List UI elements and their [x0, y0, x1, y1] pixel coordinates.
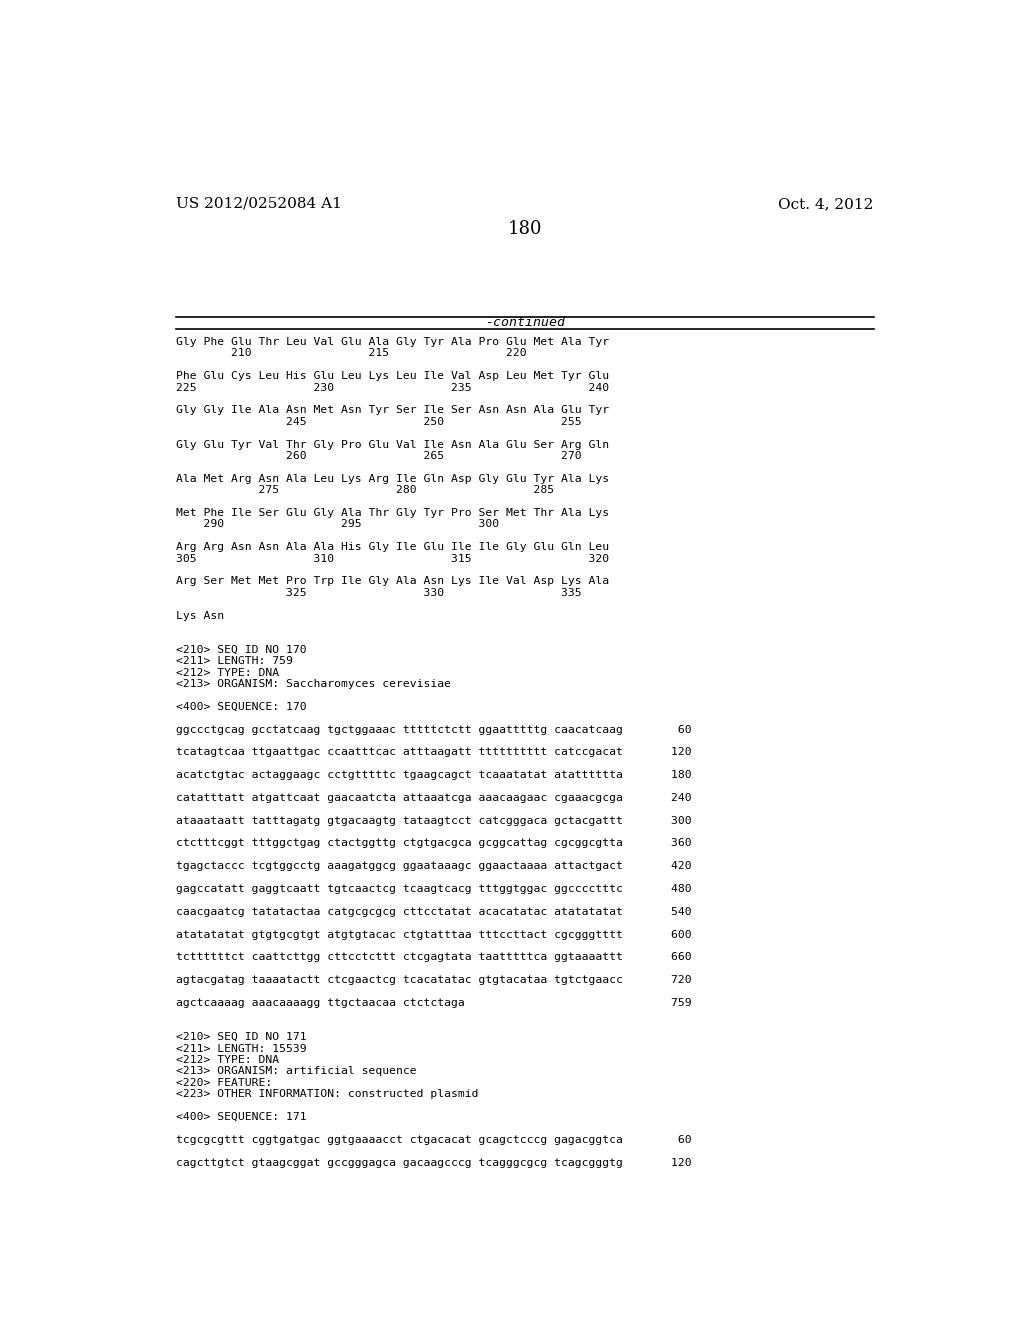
Text: tcttttttct caattcttgg cttcctcttt ctcgagtata taatttttca ggtaaaattt       660: tcttttttct caattcttgg cttcctcttt ctcgagt… — [176, 953, 691, 962]
Text: Gly Phe Glu Thr Leu Val Glu Ala Gly Tyr Ala Pro Glu Met Ala Tyr: Gly Phe Glu Thr Leu Val Glu Ala Gly Tyr … — [176, 337, 609, 347]
Text: gagccatatt gaggtcaatt tgtcaactcg tcaagtcacg tttggtggac ggcccctttc       480: gagccatatt gaggtcaatt tgtcaactcg tcaagtc… — [176, 884, 691, 894]
Text: Gly Glu Tyr Val Thr Gly Pro Glu Val Ile Asn Ala Glu Ser Arg Gln: Gly Glu Tyr Val Thr Gly Pro Glu Val Ile … — [176, 440, 609, 450]
Text: <211> LENGTH: 759: <211> LENGTH: 759 — [176, 656, 293, 667]
Text: Arg Ser Met Met Pro Trp Ile Gly Ala Asn Lys Ile Val Asp Lys Ala: Arg Ser Met Met Pro Trp Ile Gly Ala Asn … — [176, 577, 609, 586]
Text: tcgcgcgttt cggtgatgac ggtgaaaacct ctgacacat gcagctcccg gagacggtca        60: tcgcgcgttt cggtgatgac ggtgaaaacct ctgaca… — [176, 1135, 691, 1144]
Text: <220> FEATURE:: <220> FEATURE: — [176, 1077, 272, 1088]
Text: <213> ORGANISM: artificial sequence: <213> ORGANISM: artificial sequence — [176, 1067, 417, 1076]
Text: 245                 250                 255: 245 250 255 — [176, 417, 582, 426]
Text: <400> SEQUENCE: 170: <400> SEQUENCE: 170 — [176, 702, 306, 711]
Text: tcatagtcaa ttgaattgac ccaatttcac atttaagatt tttttttttt catccgacat       120: tcatagtcaa ttgaattgac ccaatttcac atttaag… — [176, 747, 691, 758]
Text: Lys Asn: Lys Asn — [176, 611, 224, 620]
Text: <212> TYPE: DNA: <212> TYPE: DNA — [176, 1055, 280, 1065]
Text: agtacgatag taaaatactt ctcgaactcg tcacatatac gtgtacataa tgtctgaacc       720: agtacgatag taaaatactt ctcgaactcg tcacata… — [176, 975, 691, 985]
Text: Phe Glu Cys Leu His Glu Leu Lys Leu Ile Val Asp Leu Met Tyr Glu: Phe Glu Cys Leu His Glu Leu Lys Leu Ile … — [176, 371, 609, 381]
Text: 290                 295                 300: 290 295 300 — [176, 519, 499, 529]
Text: 210                 215                 220: 210 215 220 — [176, 348, 526, 359]
Text: US 2012/0252084 A1: US 2012/0252084 A1 — [176, 197, 342, 211]
Text: Arg Arg Asn Asn Ala Ala His Gly Ile Glu Ile Ile Gly Glu Gln Leu: Arg Arg Asn Asn Ala Ala His Gly Ile Glu … — [176, 543, 609, 552]
Text: 225                 230                 235                 240: 225 230 235 240 — [176, 383, 609, 392]
Text: agctcaaaag aaacaaaagg ttgctaacaa ctctctaga                              759: agctcaaaag aaacaaaagg ttgctaacaa ctctcta… — [176, 998, 691, 1008]
Text: caacgaatcg tatatactaa catgcgcgcg cttcctatat acacatatac atatatatat       540: caacgaatcg tatatactaa catgcgcgcg cttccta… — [176, 907, 691, 917]
Text: ctctttcggt tttggctgag ctactggttg ctgtgacgca gcggcattag cgcggcgtta       360: ctctttcggt tttggctgag ctactggttg ctgtgac… — [176, 838, 691, 849]
Text: Ala Met Arg Asn Ala Leu Lys Arg Ile Gln Asp Gly Glu Tyr Ala Lys: Ala Met Arg Asn Ala Leu Lys Arg Ile Gln … — [176, 474, 609, 484]
Text: acatctgtac actaggaagc cctgtttttc tgaagcagct tcaaatatat atatttttta       180: acatctgtac actaggaagc cctgtttttc tgaagca… — [176, 770, 691, 780]
Text: atatatatat gtgtgcgtgt atgtgtacac ctgtatttaa tttccttact cgcgggtttt       600: atatatatat gtgtgcgtgt atgtgtacac ctgtatt… — [176, 929, 691, 940]
Text: <210> SEQ ID NO 171: <210> SEQ ID NO 171 — [176, 1032, 306, 1043]
Text: tgagctaccc tcgtggcctg aaagatggcg ggaataaagc ggaactaaaa attactgact       420: tgagctaccc tcgtggcctg aaagatggcg ggaataa… — [176, 861, 691, 871]
Text: -continued: -continued — [484, 317, 565, 329]
Text: Oct. 4, 2012: Oct. 4, 2012 — [778, 197, 873, 211]
Text: catatttatt atgattcaat gaacaatcta attaaatcga aaacaagaac cgaaacgcga       240: catatttatt atgattcaat gaacaatcta attaaat… — [176, 793, 691, 803]
Text: <223> OTHER INFORMATION: constructed plasmid: <223> OTHER INFORMATION: constructed pla… — [176, 1089, 478, 1100]
Text: Gly Gly Ile Ala Asn Met Asn Tyr Ser Ile Ser Asn Asn Ala Glu Tyr: Gly Gly Ile Ala Asn Met Asn Tyr Ser Ile … — [176, 405, 609, 416]
Text: 180: 180 — [508, 220, 542, 238]
Text: 325                 330                 335: 325 330 335 — [176, 587, 582, 598]
Text: cagcttgtct gtaagcggat gccgggagca gacaagcccg tcagggcgcg tcagcgggtg       120: cagcttgtct gtaagcggat gccgggagca gacaagc… — [176, 1158, 691, 1168]
Text: Met Phe Ile Ser Glu Gly Ala Thr Gly Tyr Pro Ser Met Thr Ala Lys: Met Phe Ile Ser Glu Gly Ala Thr Gly Tyr … — [176, 508, 609, 517]
Text: 275                 280                 285: 275 280 285 — [176, 486, 554, 495]
Text: <400> SEQUENCE: 171: <400> SEQUENCE: 171 — [176, 1111, 306, 1122]
Text: 305                 310                 315                 320: 305 310 315 320 — [176, 553, 609, 564]
Text: <210> SEQ ID NO 170: <210> SEQ ID NO 170 — [176, 644, 306, 655]
Text: <211> LENGTH: 15539: <211> LENGTH: 15539 — [176, 1044, 306, 1053]
Text: 260                 265                 270: 260 265 270 — [176, 451, 582, 461]
Text: <212> TYPE: DNA: <212> TYPE: DNA — [176, 668, 280, 677]
Text: ggccctgcag gcctatcaag tgctggaaac tttttctctt ggaatttttg caacatcaag        60: ggccctgcag gcctatcaag tgctggaaac tttttct… — [176, 725, 691, 734]
Text: <213> ORGANISM: Saccharomyces cerevisiae: <213> ORGANISM: Saccharomyces cerevisiae — [176, 678, 451, 689]
Text: ataaataatt tatttagatg gtgacaagtg tataagtcct catcgggaca gctacgattt       300: ataaataatt tatttagatg gtgacaagtg tataagt… — [176, 816, 691, 826]
